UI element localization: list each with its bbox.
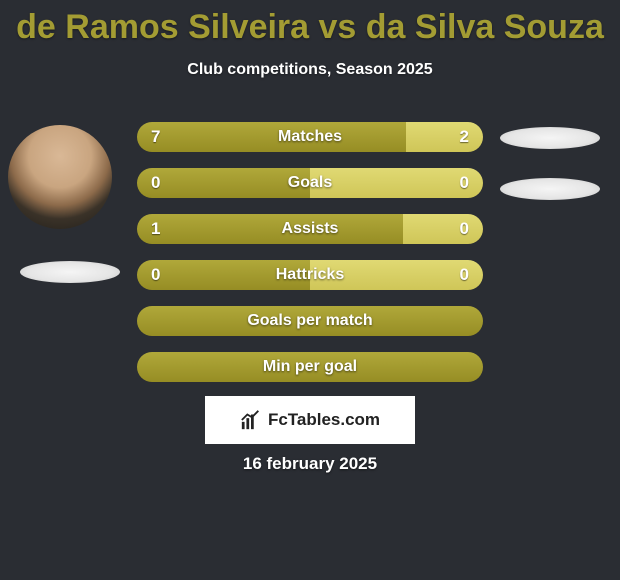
- player-right-shadow-1: [500, 127, 600, 149]
- fctables-logo: FcTables.com: [205, 396, 415, 444]
- stat-label: Hattricks: [137, 260, 483, 290]
- page-title: de Ramos Silveira vs da Silva Souza: [0, 0, 620, 47]
- chart-icon: [240, 409, 262, 431]
- player-left-avatar: [8, 125, 112, 229]
- stat-row: Min per goal: [137, 352, 483, 382]
- player-right-shadow-2: [500, 178, 600, 200]
- stat-row: 10Assists: [137, 214, 483, 244]
- stat-row: Goals per match: [137, 306, 483, 336]
- stat-label: Goals per match: [137, 306, 483, 336]
- stat-label: Goals: [137, 168, 483, 198]
- stat-row: 72Matches: [137, 122, 483, 152]
- player-left-shadow: [20, 261, 120, 283]
- stat-label: Min per goal: [137, 352, 483, 382]
- logo-text: FcTables.com: [268, 410, 380, 430]
- stat-label: Assists: [137, 214, 483, 244]
- stat-row: 00Hattricks: [137, 260, 483, 290]
- subtitle: Club competitions, Season 2025: [0, 61, 620, 79]
- stat-row: 00Goals: [137, 168, 483, 198]
- date-label: 16 february 2025: [0, 454, 620, 474]
- stat-label: Matches: [137, 122, 483, 152]
- stats-container: 72Matches 00Goals 10Assists 00Hattricks Goal…: [137, 122, 483, 398]
